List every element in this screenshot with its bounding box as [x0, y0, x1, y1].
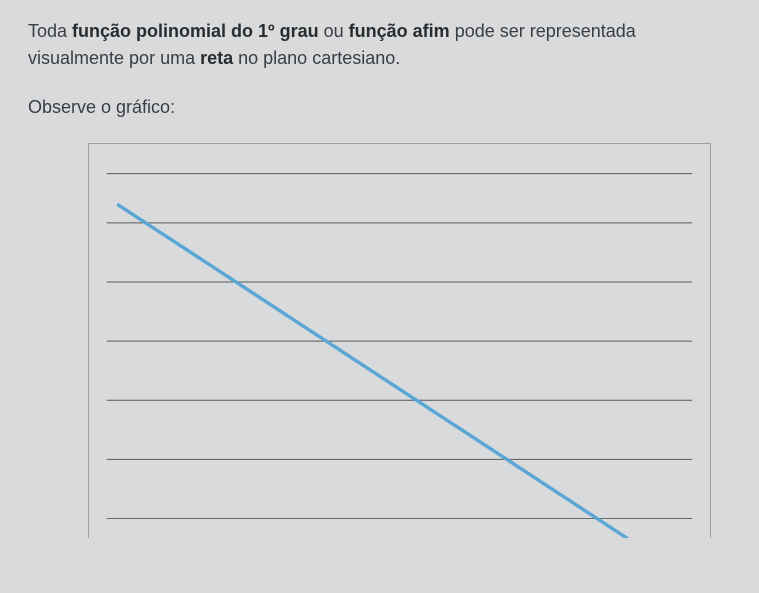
- line-chart: [89, 144, 710, 538]
- intro-paragraph: Toda função polinomial do 1º grau ou fun…: [28, 18, 731, 72]
- plain-text: no plano cartesiano.: [233, 48, 400, 68]
- observe-label: Observe o gráfico:: [28, 94, 731, 121]
- bold-text: reta: [200, 48, 233, 68]
- bold-text: função afim: [349, 21, 450, 41]
- plain-text: ou: [319, 21, 349, 41]
- data-line: [119, 205, 628, 538]
- chart-panel: [88, 143, 711, 538]
- bold-text: função polinomial do 1º grau: [72, 21, 319, 41]
- plain-text: Toda: [28, 21, 72, 41]
